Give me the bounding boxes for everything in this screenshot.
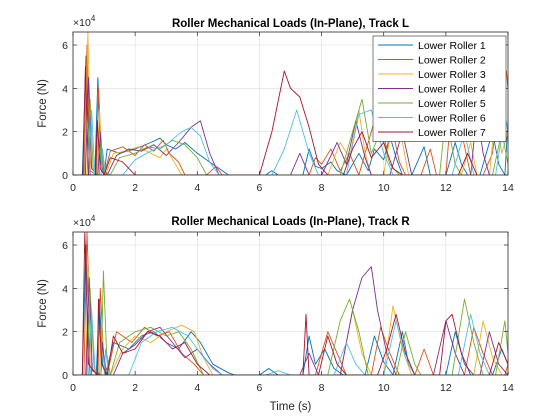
axes-box — [72, 31, 509, 176]
tick-labels: 0 2 4 6 8 10 12 14 0 2 4 6 — [62, 40, 514, 194]
y-multiplier-exp: 4 — [91, 214, 96, 223]
legend-label: Lower Roller 7 — [418, 127, 486, 139]
y-multiplier-base: ×10 — [73, 217, 91, 229]
x-axis-label: Time (s) — [270, 401, 312, 413]
chart-title: Roller Mechanical Loads (In-Plane), Trac… — [172, 18, 409, 30]
legend-label: Lower Roller 6 — [418, 113, 486, 125]
x-tick-label: 2 — [132, 382, 138, 394]
series-line-7 — [73, 66, 478, 175]
axes-track-r: 0 2 4 6 8 10 12 14 0 2 4 6 Roller Mechanical Loads … — [37, 214, 514, 413]
x-tick-label: 14 — [502, 182, 514, 194]
legend-label: Lower Roller 4 — [418, 84, 486, 96]
y-axis-label: Force (N) — [37, 79, 49, 128]
x-tick-label: 12 — [440, 182, 452, 194]
x-tick-label: 0 — [70, 182, 76, 194]
y-multiplier-exp: 4 — [91, 14, 96, 23]
series-line-2 — [73, 232, 508, 375]
tick-labels: 0 2 4 6 8 10 12 14 0 2 4 6 — [62, 240, 514, 394]
y-multiplier: ×104 — [73, 214, 96, 229]
y-tick-label: 6 — [62, 40, 68, 52]
series-lines — [73, 232, 508, 375]
y-tick-label: 2 — [62, 327, 68, 339]
y-tick-label: 4 — [62, 83, 68, 95]
y-tick-label: 4 — [62, 283, 68, 295]
legend-label: Lower Roller 5 — [418, 98, 486, 110]
x-tick-label: 8 — [319, 382, 325, 394]
series-line-6 — [73, 109, 508, 175]
x-tick-label: 12 — [440, 382, 452, 394]
series-line-5 — [73, 270, 508, 375]
y-tick-label: 2 — [62, 127, 68, 139]
x-tick-label: 2 — [132, 182, 138, 194]
chart-title: Roller Mechanical Loads (In-Plane), Trac… — [171, 216, 410, 228]
plot-area — [73, 232, 508, 375]
x-tick-label: 4 — [194, 382, 200, 394]
axes-box — [72, 231, 509, 376]
series-line-1 — [73, 55, 508, 175]
y-tick-label: 0 — [62, 170, 68, 182]
legend-label: Lower Roller 3 — [418, 69, 486, 81]
x-tick-label: 10 — [378, 382, 390, 394]
x-tick-label: 6 — [257, 182, 263, 194]
y-multiplier: ×104 — [73, 14, 96, 29]
x-tick-label: 0 — [70, 382, 76, 394]
x-tick-label: 10 — [378, 182, 390, 194]
x-tick-label: 6 — [257, 382, 263, 394]
series-line-7 — [73, 232, 508, 375]
y-axis-label: Force (N) — [37, 279, 49, 328]
x-tick-label: 4 — [194, 182, 200, 194]
y-tick-label: 0 — [62, 370, 68, 382]
legend-label: Lower Roller 2 — [418, 55, 486, 67]
grid-lines — [73, 232, 508, 375]
legend-label: Lower Roller 1 — [418, 40, 486, 52]
x-tick-label: 8 — [319, 182, 325, 194]
x-tick-label: 14 — [502, 382, 514, 394]
tick-marks — [72, 232, 509, 376]
series-line-6 — [73, 309, 490, 375]
y-multiplier-base: ×10 — [73, 17, 91, 29]
axes-track-l: 0 2 4 6 8 10 12 14 0 2 4 6 Roller Mechanical Loads … — [37, 14, 514, 194]
legend[interactable]: Lower Roller 1 Lower Roller 2 Lower Roller… — [372, 35, 507, 142]
y-tick-label: 6 — [62, 240, 68, 252]
